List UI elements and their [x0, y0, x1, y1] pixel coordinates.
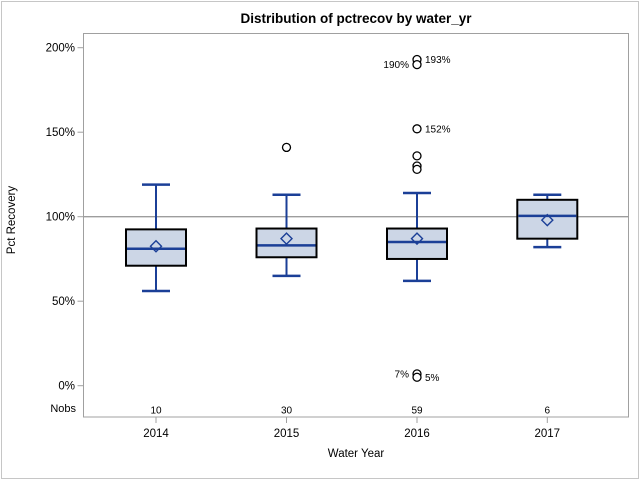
- box-2016-outlier-marker: [412, 124, 422, 134]
- box-2014-mean-diamond: [149, 239, 163, 253]
- box-2017-mean-diamond: [540, 213, 554, 227]
- x-tick-label: 2017: [535, 428, 561, 440]
- box-2016-outlier-label: 7%: [395, 369, 410, 380]
- nobs-row-header: Nobs: [50, 403, 76, 415]
- box-2016-outlier-label: 193%: [425, 55, 451, 66]
- box-2016-outlier-marker: [412, 164, 422, 175]
- box-2016-outlier-marker: [412, 372, 422, 382]
- nobs-value: 59: [411, 406, 423, 417]
- nobs-value: 6: [545, 406, 551, 417]
- y-axis-title: Pct Recovery: [6, 185, 18, 255]
- box-2017-iqr-box: [516, 198, 579, 240]
- x-tick-label: 2015: [274, 428, 300, 440]
- y-tick-label: 200%: [46, 43, 75, 55]
- x-tick-label: 2016: [404, 428, 430, 440]
- box-2015-outlier-marker: [281, 142, 292, 153]
- box-2016-outlier-label: 152%: [425, 124, 451, 135]
- y-tick-label: 50%: [52, 296, 75, 308]
- y-tick-label: 150%: [46, 127, 75, 139]
- chart-title: Distribution of pctrecov by water_yr: [240, 11, 472, 26]
- box-2016-mean-diamond: [410, 232, 424, 246]
- x-tick-label: 2014: [143, 428, 169, 440]
- y-tick-label: 100%: [46, 212, 75, 224]
- box-2015-mean-diamond: [280, 232, 293, 246]
- box-2014-iqr-box: [125, 228, 187, 267]
- x-axis-title: Water Year: [327, 448, 385, 460]
- box-2016-outlier-label: 190%: [383, 60, 409, 71]
- box-2016-outlier-marker: [412, 151, 422, 161]
- nobs-value: 10: [150, 406, 162, 417]
- y-tick-label: 0%: [58, 381, 75, 393]
- box-2016-outlier-label: 5%: [425, 373, 440, 384]
- nobs-value: 30: [281, 406, 293, 417]
- plot-frame: [83, 33, 629, 418]
- box-2016-outlier-marker: [412, 59, 422, 70]
